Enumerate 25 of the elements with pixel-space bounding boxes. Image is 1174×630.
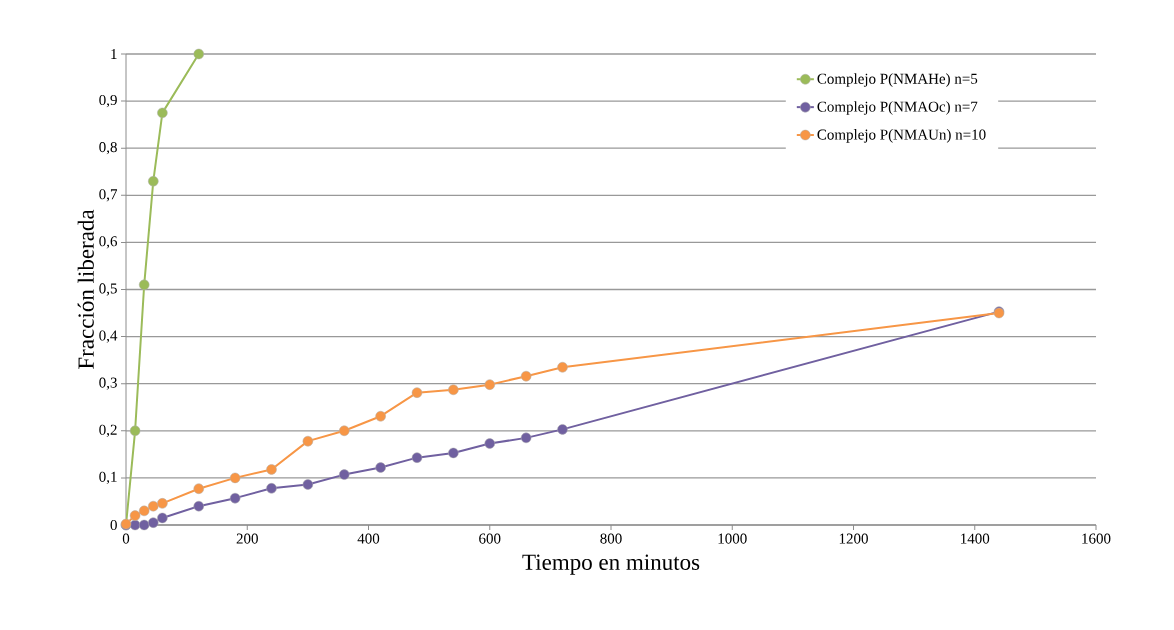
y-tick-label: 0,7 <box>99 189 118 202</box>
y-tick-label: 0,1 <box>99 471 117 485</box>
y-tick-label: 1 <box>111 49 117 59</box>
y-axis-title: Fracción liberada <box>77 209 94 369</box>
legend-label: Complejo P(NMAHe) n=5 <box>817 73 978 87</box>
y-tick-label: 0,6 <box>99 236 118 249</box>
x-tick-label: 1400 <box>961 533 990 544</box>
y-tick-label: 0 <box>110 519 117 531</box>
x-tick-label: 0 <box>122 533 130 544</box>
x-tick-label: 600 <box>479 533 501 544</box>
x-tick-label: 1000 <box>718 533 747 544</box>
y-tick-label: 0,9 <box>99 94 117 108</box>
x-tick-label: 800 <box>600 533 622 544</box>
x-tick-label: 1200 <box>839 533 868 544</box>
legend-label: Complejo P(NMAUn) n=10 <box>817 129 986 143</box>
y-tick-label: 0,2 <box>99 424 117 437</box>
y-tick-label: 0,3 <box>99 377 117 390</box>
x-tick-label: 1600 <box>1082 533 1111 544</box>
y-tick-label: 0,5 <box>99 283 117 296</box>
y-tick-label: 0,8 <box>99 142 117 155</box>
legend-label: Complejo P(NMAOc) n=7 <box>817 101 978 115</box>
x-axis-title: Tiempo en minutos <box>522 554 700 575</box>
y-tick-label: 0,4 <box>99 330 118 343</box>
x-tick-label: 400 <box>357 533 380 544</box>
x-tick-label: 200 <box>236 533 258 544</box>
